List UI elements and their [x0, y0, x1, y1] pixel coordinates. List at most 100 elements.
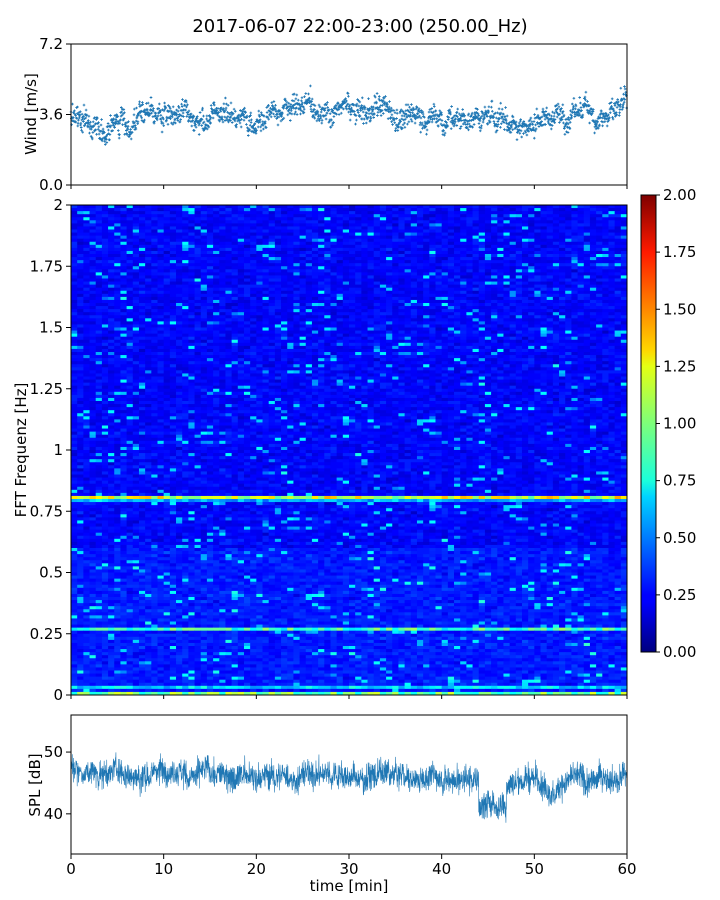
spectrogram-cell [361, 208, 368, 212]
spectrogram-cell [423, 330, 430, 335]
spectrogram-cell [546, 367, 554, 371]
spectrogram-cell [577, 275, 585, 279]
spectrogram-cell [404, 358, 412, 362]
spectrogram-cell [200, 278, 208, 282]
spectrogram-cell [157, 306, 165, 310]
spectrogram-cell [410, 238, 418, 243]
spectrogram-cell [546, 269, 554, 273]
spectrogram-cell [89, 226, 97, 230]
spectrogram-cell [145, 330, 152, 335]
spectrogram-cell [565, 318, 572, 322]
spectrogram-cell [577, 214, 585, 218]
spectrogram-cell [132, 296, 140, 301]
spectrogram-cell [565, 223, 572, 227]
spectrogram-cell [169, 321, 177, 325]
spectrogram-cell [71, 247, 78, 252]
spectrogram-cell [571, 257, 578, 261]
spectrogram-cell [71, 352, 78, 356]
spectrogram-cell [176, 272, 183, 276]
spectrogram-cell [120, 263, 127, 267]
spectrogram-cell [559, 257, 566, 261]
spectrogram-cell [620, 318, 627, 322]
spectrogram-cell [608, 309, 616, 313]
spectrogram-cell [460, 263, 467, 267]
spectrogram-cell [330, 321, 338, 325]
spectrogram-cell [460, 309, 467, 313]
spectrogram-cell [571, 275, 578, 279]
spectrogram-cell [206, 247, 214, 252]
spectrogram-cell [250, 229, 257, 233]
spectrogram-cell [355, 244, 362, 249]
spectrogram-cell [157, 312, 165, 316]
spectrogram-cell [231, 333, 239, 338]
spectrogram-cell [83, 220, 90, 224]
spectrogram-cell [497, 290, 504, 295]
spectrogram-cell [225, 290, 233, 295]
spectrogram-cell [577, 293, 585, 298]
spectrogram-cell [225, 226, 233, 230]
spectrogram-cell [423, 318, 430, 322]
spectrogram-cell [77, 358, 84, 362]
spectrogram-cell [268, 339, 276, 344]
spectrogram-cell [497, 327, 504, 331]
spectrogram-cell [392, 235, 399, 240]
spectrogram-cell [515, 263, 523, 267]
spectrogram-cell [460, 247, 467, 252]
spectrogram-cell [361, 269, 368, 273]
spectrogram-cell [237, 293, 245, 298]
spectrogram-cell [336, 358, 344, 362]
spectrogram-cell [145, 336, 152, 341]
spectrogram-cell [583, 281, 591, 286]
spectrogram-cell [429, 223, 436, 227]
spectrogram-cell [237, 339, 245, 344]
spectrogram-cell [565, 254, 572, 258]
spectrogram-cell [386, 342, 393, 347]
spectrogram-cell [120, 336, 127, 341]
spectrogram-cell [447, 284, 455, 289]
spectrogram-cell [521, 306, 529, 310]
spectrogram-cell [206, 223, 214, 227]
spectrogram-cell [355, 321, 362, 325]
spectrogram-cell [311, 272, 319, 276]
spectrogram-cell [589, 355, 597, 359]
spectrogram-cell [546, 229, 554, 233]
spectrogram-cell [225, 367, 233, 371]
spectrogram-cell [546, 345, 554, 350]
spectrogram-cell [355, 345, 362, 350]
spectrogram-cell [83, 342, 90, 347]
spectrogram-cell [200, 373, 208, 377]
spectrogram-cell [330, 250, 338, 255]
spectrogram-cell [386, 367, 393, 371]
spectrogram-cell [521, 254, 529, 258]
spectrogram-cell [540, 257, 548, 261]
spectrogram-cell [268, 299, 276, 304]
spectrogram-cell [509, 348, 517, 353]
spectrogram-cell [281, 235, 288, 240]
spectrogram-cell [287, 336, 294, 341]
spectrogram-cell [602, 333, 609, 338]
spectrogram-cell [441, 306, 449, 310]
spectrogram-cell [169, 208, 177, 212]
spectrogram-cell [213, 312, 220, 316]
spectrogram-cell [596, 339, 603, 344]
spectrogram-cell [608, 364, 616, 368]
spectrogram-cell [132, 299, 140, 304]
spectrogram-cell [423, 254, 430, 258]
spectrogram-cell [108, 299, 115, 304]
spectrogram-cell [101, 348, 109, 353]
spectrogram-cell [231, 321, 239, 325]
spectrogram-cell [182, 232, 189, 237]
spectrogram-cell [151, 220, 158, 224]
spectrogram-cell [441, 327, 449, 331]
spectrogram-cell [95, 303, 103, 307]
spectrogram-cell [416, 342, 424, 347]
spectrogram-cell [188, 299, 195, 304]
spectrogram-cell [108, 266, 115, 270]
spectrogram-cell [534, 339, 541, 344]
spectrogram-cell [157, 229, 165, 233]
spectrogram-cell [126, 217, 134, 221]
spectrogram-cell [200, 293, 208, 298]
spectrogram-cell [157, 336, 165, 341]
spectrogram-cell [540, 275, 548, 279]
spectrogram-cell [225, 315, 233, 319]
